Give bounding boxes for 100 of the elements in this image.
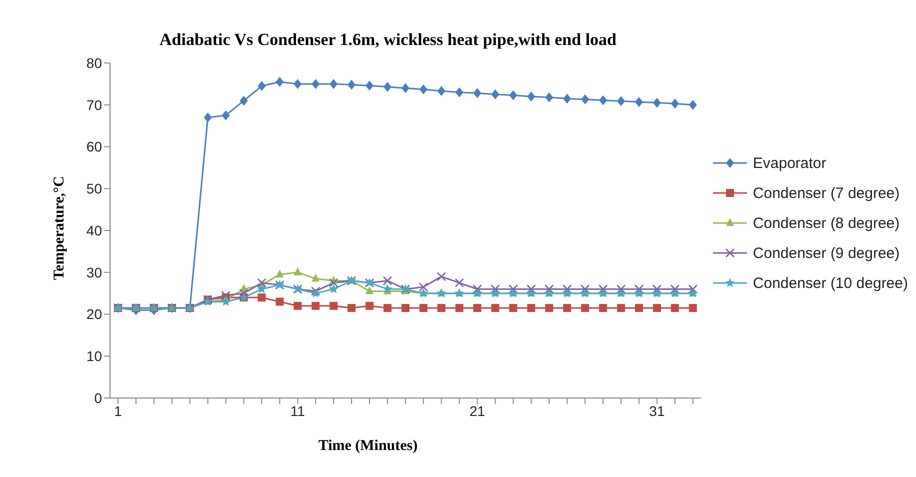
point	[688, 100, 697, 110]
point	[617, 304, 626, 312]
point	[563, 94, 572, 104]
point	[563, 304, 572, 312]
point	[545, 304, 554, 312]
point	[455, 304, 464, 312]
point	[688, 304, 697, 312]
x-tick-label: 31	[649, 402, 665, 419]
point	[222, 110, 230, 120]
point	[401, 83, 410, 94]
point	[472, 284, 482, 294]
point	[366, 302, 374, 310]
point	[688, 284, 698, 294]
y-tick-label: 70	[86, 96, 102, 113]
point	[437, 304, 446, 312]
point	[562, 284, 572, 294]
point	[204, 112, 212, 122]
point	[239, 288, 248, 298]
point	[256, 284, 266, 294]
point	[580, 284, 590, 294]
point	[599, 95, 608, 106]
point	[330, 78, 338, 89]
y-tick-label: 0	[94, 390, 102, 406]
point	[617, 96, 626, 106]
x-tick-label: 11	[290, 402, 306, 419]
point	[312, 78, 320, 89]
point	[454, 278, 464, 288]
point	[473, 304, 482, 312]
y-tick-label: 10	[86, 348, 102, 364]
y-tick-label: 20	[86, 306, 102, 322]
point	[328, 278, 338, 288]
point	[437, 86, 446, 96]
point	[509, 90, 518, 100]
point	[419, 304, 428, 312]
y-tick-label: 60	[86, 138, 102, 155]
point	[436, 272, 446, 282]
point	[276, 298, 284, 306]
point	[419, 84, 428, 94]
y-tick-label: 40	[86, 222, 102, 238]
point	[652, 304, 661, 312]
point	[455, 87, 464, 98]
point	[634, 304, 643, 312]
x-tick-label: 1	[114, 402, 122, 419]
point	[258, 294, 266, 302]
legend-label: Condenser (8 degree)	[752, 214, 900, 232]
point	[527, 304, 536, 312]
point	[276, 269, 284, 278]
point	[294, 302, 302, 310]
y-tick-label: 50	[86, 180, 102, 197]
point	[491, 89, 500, 100]
y-tick-label: 30	[86, 264, 102, 280]
point	[490, 284, 500, 294]
y-tick-label: 80	[86, 54, 102, 71]
point	[491, 304, 500, 312]
point	[383, 304, 392, 312]
point	[652, 98, 661, 108]
point	[473, 88, 482, 98]
point	[599, 304, 608, 312]
point	[221, 296, 231, 306]
point	[418, 282, 428, 292]
point	[312, 274, 320, 282]
point	[258, 81, 266, 92]
point	[545, 92, 554, 102]
point	[401, 304, 410, 312]
point	[634, 284, 644, 294]
point	[240, 96, 248, 106]
chart-title: Adiabatic Vs Condenser 1.6m, wickless heat pipe,with end load	[158, 30, 618, 50]
point	[598, 284, 608, 294]
point	[670, 304, 679, 312]
point	[294, 78, 302, 89]
point	[508, 284, 518, 294]
point	[581, 304, 590, 312]
legend-label: Condenser (9 degree)	[752, 244, 900, 262]
point	[616, 284, 626, 294]
point	[348, 304, 356, 312]
point	[383, 82, 392, 92]
legend-label: Condenser (10 degree)	[752, 274, 908, 292]
point	[581, 94, 590, 104]
point	[509, 304, 518, 312]
point	[348, 80, 356, 90]
point	[670, 98, 679, 109]
x-axis-title: Time (Minutes)	[317, 438, 419, 455]
point	[670, 284, 680, 294]
point	[312, 302, 320, 310]
y-axis-title: Temperature,°C	[52, 176, 68, 280]
point	[652, 284, 662, 294]
legend-label: Evaporator	[752, 154, 826, 172]
point	[276, 76, 284, 87]
point	[634, 96, 643, 107]
point	[366, 80, 374, 91]
point	[366, 286, 374, 294]
point	[526, 284, 536, 294]
point	[328, 284, 338, 294]
point	[294, 267, 302, 276]
point	[527, 92, 536, 102]
x-tick-label: 21	[470, 402, 486, 419]
point	[544, 284, 554, 294]
point	[330, 302, 338, 310]
point	[221, 290, 230, 300]
point	[382, 276, 392, 286]
